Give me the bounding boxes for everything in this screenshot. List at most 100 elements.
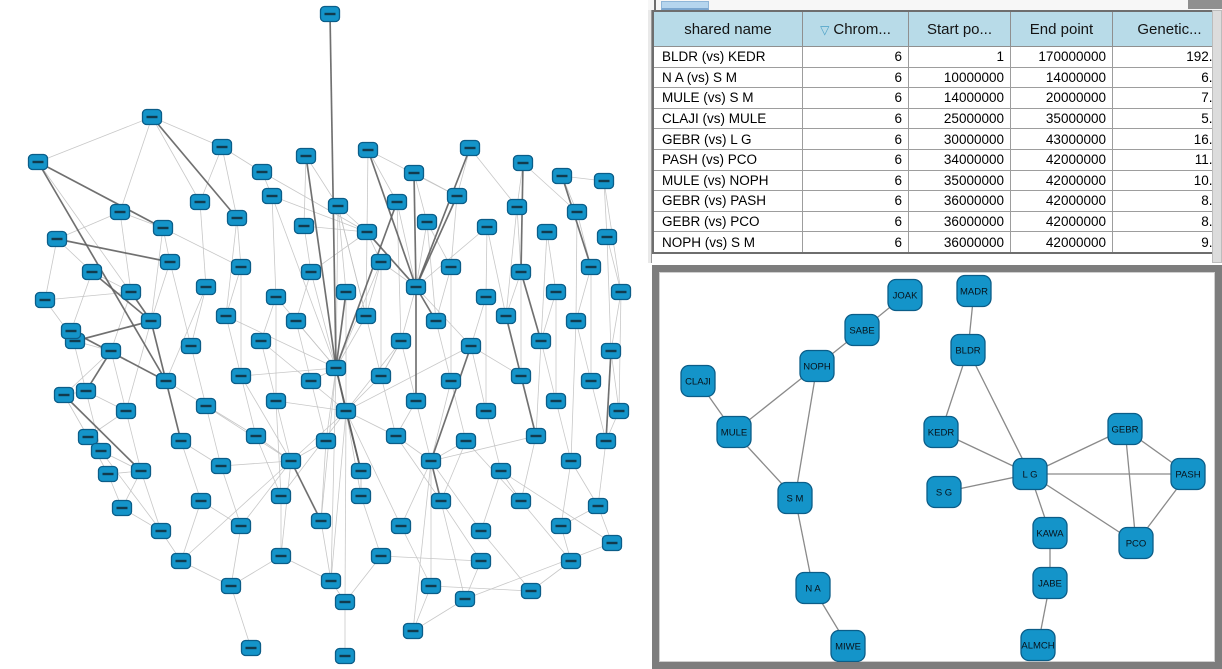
graph-edge[interactable]	[295, 271, 312, 322]
graph-edge[interactable]	[430, 435, 537, 462]
table-cell[interactable]: 42000000	[1010, 148, 1113, 171]
graph-edge[interactable]	[162, 227, 242, 268]
table-cell[interactable]: 6	[802, 169, 909, 192]
graph-edge[interactable]	[151, 116, 201, 203]
graph-edge[interactable]	[335, 201, 398, 369]
graph-edge[interactable]	[380, 375, 397, 437]
graph-node-noph[interactable]	[799, 349, 835, 383]
graph-edge[interactable]	[310, 271, 337, 369]
table-cell[interactable]: PASH (vs) PCO	[652, 148, 803, 171]
graph-edge[interactable]	[180, 460, 292, 562]
graph-edge[interactable]	[1029, 473, 1137, 544]
graph-edge[interactable]	[440, 500, 482, 562]
graph-edge[interactable]	[150, 227, 164, 322]
column-header-genetic[interactable]: Genetic...	[1112, 10, 1222, 47]
graph-edge[interactable]	[575, 320, 592, 382]
table-cell[interactable]: GEBR (vs) PCO	[652, 210, 803, 233]
graph-edge[interactable]	[63, 394, 142, 472]
table-cell[interactable]: 34000000	[908, 148, 1011, 171]
graph-edge[interactable]	[367, 149, 417, 288]
table-row[interactable]: PASH (vs) PCO 6 34000000 42000000 11.4	[652, 148, 1222, 171]
graph-edge[interactable]	[180, 440, 202, 502]
graph-edge[interactable]	[240, 375, 292, 462]
graph-edge[interactable]	[325, 367, 337, 442]
graph-edge[interactable]	[240, 367, 337, 377]
table-row[interactable]: MULE (vs) S M 6 14000000 20000000 7.5	[652, 87, 1222, 109]
graph-edge[interactable]	[225, 315, 337, 369]
graph-edge[interactable]	[464, 542, 613, 600]
table-row[interactable]: N A (vs) S M 6 10000000 14000000 6.6	[652, 66, 1222, 89]
graph-edge[interactable]	[520, 375, 537, 437]
graph-node-pco[interactable]	[1118, 526, 1154, 560]
graph-node-sg[interactable]	[926, 475, 962, 509]
graph-edge[interactable]	[221, 146, 238, 219]
graph-edge[interactable]	[275, 400, 292, 462]
graph-edge[interactable]	[470, 345, 487, 412]
table-cell[interactable]: 192.0	[1112, 46, 1222, 68]
graph-edge[interactable]	[400, 525, 432, 587]
graph-edge[interactable]	[275, 400, 282, 497]
graph-edge[interactable]	[540, 231, 548, 342]
graph-edge[interactable]	[119, 211, 132, 293]
table-cell[interactable]: 36000000	[908, 210, 1011, 233]
table-cell[interactable]: 36000000	[908, 190, 1011, 212]
graph-edge[interactable]	[255, 435, 282, 497]
graph-edge[interactable]	[225, 266, 242, 317]
graph-edge[interactable]	[505, 206, 518, 317]
table-cell[interactable]: 10000000	[908, 66, 1011, 89]
graph-node-sm[interactable]	[777, 481, 813, 515]
graph-node-pash[interactable]	[1170, 457, 1206, 491]
graph-node-kawa[interactable]	[1032, 516, 1068, 550]
graph-node-kedr[interactable]	[923, 415, 959, 449]
table-cell[interactable]: 6	[802, 148, 909, 171]
graph-edge[interactable]	[415, 195, 458, 288]
graph-edge[interactable]	[440, 440, 467, 502]
column-header-endpoint[interactable]: End point	[1010, 10, 1113, 47]
table-cell[interactable]: 42000000	[1010, 210, 1113, 233]
graph-edge[interactable]	[44, 238, 58, 301]
graph-edge[interactable]	[540, 340, 557, 402]
graph-edge[interactable]	[480, 470, 502, 532]
graph-edge[interactable]	[450, 380, 467, 442]
graph-edge[interactable]	[290, 460, 322, 522]
graph-edge[interactable]	[415, 226, 488, 288]
table-cell[interactable]: N A (vs) S M	[652, 66, 803, 89]
graph-edge[interactable]	[125, 410, 142, 472]
graph-edge[interactable]	[967, 349, 1031, 475]
table-cell[interactable]: 7.5	[1112, 87, 1222, 109]
graph-edge[interactable]	[335, 367, 362, 472]
graph-edge[interactable]	[275, 400, 347, 412]
table-cell[interactable]: 14000000	[908, 87, 1011, 109]
graph-edge[interactable]	[345, 410, 402, 527]
graph-edge[interactable]	[330, 367, 337, 582]
graph-edge[interactable]	[516, 206, 522, 273]
table-cell[interactable]: 6.6	[1112, 66, 1222, 89]
graph-edge[interactable]	[303, 155, 307, 227]
graph-edge[interactable]	[310, 380, 327, 442]
graph-edge[interactable]	[400, 460, 432, 527]
graph-edge[interactable]	[345, 410, 362, 497]
table-cell[interactable]: 6	[802, 66, 909, 89]
graph-edge[interactable]	[260, 340, 277, 402]
graph-edge[interactable]	[360, 495, 382, 557]
column-header-startpo[interactable]: Start po...	[908, 10, 1011, 47]
graph-edge[interactable]	[413, 172, 417, 288]
graph-edge[interactable]	[500, 470, 613, 544]
graph-edge[interactable]	[329, 13, 337, 369]
graph-node-miwe[interactable]	[830, 629, 866, 662]
graph-edge[interactable]	[230, 585, 252, 649]
graph-edge[interactable]	[469, 147, 518, 208]
graph-edge[interactable]	[225, 315, 242, 377]
graph-edge[interactable]	[199, 146, 223, 203]
graph-edge[interactable]	[280, 410, 347, 497]
graph-edge[interactable]	[199, 201, 207, 288]
table-cell[interactable]: GEBR (vs) L G	[652, 128, 803, 150]
graph-edge[interactable]	[413, 172, 428, 223]
graph-edge[interactable]	[85, 390, 102, 452]
table-cell[interactable]: 170000000	[1010, 46, 1113, 68]
table-cell[interactable]: MULE (vs) NOPH	[652, 169, 803, 192]
graph-edge[interactable]	[140, 470, 162, 532]
graph-edge[interactable]	[220, 465, 242, 527]
graph-edge[interactable]	[70, 271, 93, 332]
table-cell[interactable]: 8.9	[1112, 190, 1222, 212]
